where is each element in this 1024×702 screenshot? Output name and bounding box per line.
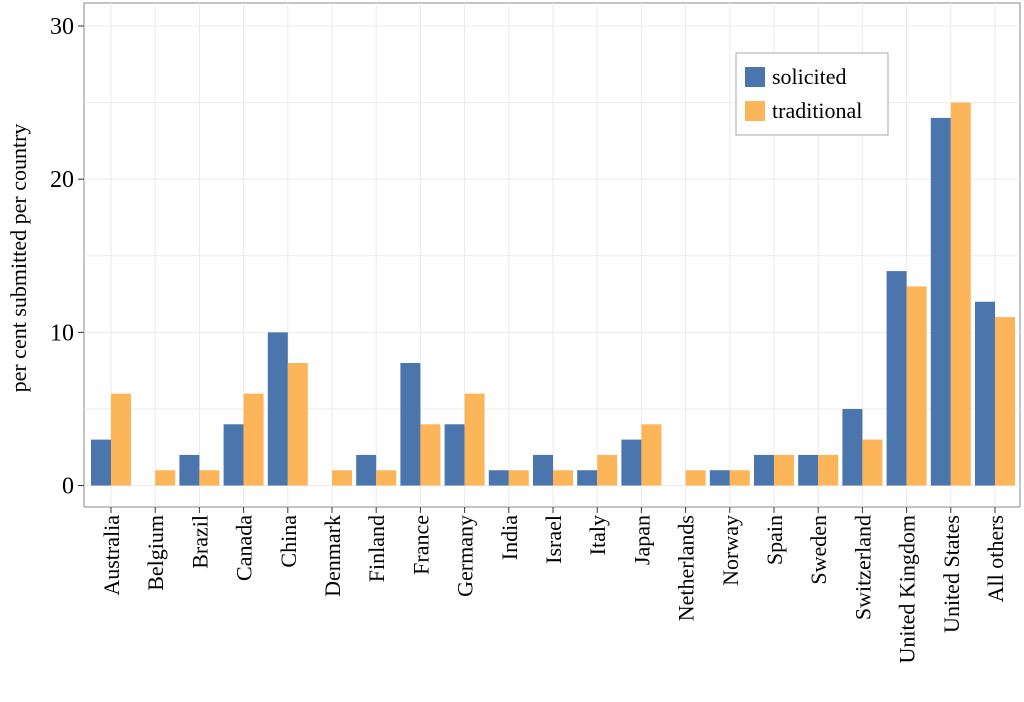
bar-traditional-japan	[641, 424, 662, 486]
legend-label-solicited: solicited	[772, 64, 847, 89]
bar-traditional-norway	[729, 470, 750, 486]
bar-solicited-india	[488, 470, 509, 486]
bar-traditional-brazil	[199, 470, 220, 486]
bar-solicited-canada	[223, 424, 244, 486]
y-tick-label: 20	[50, 167, 74, 193]
bar-traditional-switzerland	[862, 439, 883, 486]
bar-solicited-israel	[533, 454, 553, 486]
legend: solicited traditional	[735, 52, 889, 136]
x-tick-label: Sweden	[806, 515, 831, 585]
bar-solicited-japan	[621, 439, 642, 486]
x-tick-label: Netherlands	[674, 515, 699, 621]
x-tick-label: All others	[983, 515, 1008, 602]
bar-traditional-canada	[243, 393, 264, 486]
bar-traditional-china	[287, 363, 308, 486]
bar-traditional-netherlands	[685, 470, 706, 486]
bar-solicited-brazil	[179, 454, 200, 486]
x-tick-label: Belgium	[143, 515, 168, 591]
bar-traditional-australia	[111, 393, 131, 486]
x-tick-label: Norway	[718, 515, 743, 586]
bar-traditional-india	[508, 470, 529, 486]
x-tick-label: India	[497, 515, 522, 560]
x-tick-label: China	[276, 515, 301, 568]
bar-solicited-germany	[444, 424, 465, 486]
bar-traditional-sweden	[818, 454, 839, 486]
x-tick-label: Brazil	[187, 515, 212, 569]
bar-solicited-united-kingdom	[886, 271, 907, 486]
bar-solicited-spain	[754, 454, 774, 486]
bar-traditional-all-others	[995, 317, 1015, 486]
bar-solicited-france	[400, 363, 421, 486]
legend-swatch-solicited	[745, 67, 765, 87]
bar-traditional-israel	[553, 470, 573, 486]
bar-traditional-spain	[774, 454, 794, 486]
legend-label-traditional: traditional	[772, 98, 862, 123]
bar-solicited-switzerland	[842, 408, 863, 486]
bar-traditional-united-kingdom	[906, 286, 927, 486]
x-tick-label: United States	[939, 515, 964, 633]
x-tick-label: Germany	[453, 515, 478, 597]
bar-solicited-italy	[577, 470, 598, 486]
y-tick-label: 30	[50, 14, 74, 40]
x-tick-label: Japan	[629, 515, 654, 565]
bar-traditional-italy	[597, 454, 618, 486]
x-tick-label: France	[408, 515, 433, 575]
x-tick-label: Switzerland	[850, 515, 875, 620]
bar-traditional-belgium	[155, 470, 176, 486]
bar-traditional-finland	[376, 470, 397, 486]
x-tick-label: Israel	[541, 515, 566, 564]
bar-traditional-france	[420, 424, 441, 486]
legend-swatch-traditional	[745, 101, 765, 121]
x-tick-label: Finland	[364, 515, 389, 582]
x-tick-label: Denmark	[320, 515, 345, 597]
bar-solicited-china	[267, 332, 288, 486]
bar-traditional-denmark	[332, 470, 352, 486]
x-tick-label: Italy	[585, 515, 610, 555]
x-tick-label: Canada	[232, 515, 257, 581]
bar-solicited-norway	[709, 470, 730, 486]
x-tick-label: United Kingdom	[895, 515, 920, 664]
y-axis-label: per cent submitted per country	[6, 124, 31, 393]
bar-traditional-united-states	[950, 102, 971, 486]
x-tick-label: Australia	[99, 515, 124, 596]
y-tick-label: 0	[62, 474, 74, 500]
bar-solicited-australia	[91, 439, 111, 486]
bar-traditional-germany	[464, 393, 485, 486]
bar-solicited-all-others	[975, 301, 995, 486]
bar-solicited-finland	[356, 454, 377, 486]
y-tick-label: 10	[50, 320, 74, 346]
x-tick-label: Spain	[762, 515, 787, 565]
bar-solicited-united-states	[930, 117, 951, 486]
bar-solicited-sweden	[798, 454, 819, 486]
